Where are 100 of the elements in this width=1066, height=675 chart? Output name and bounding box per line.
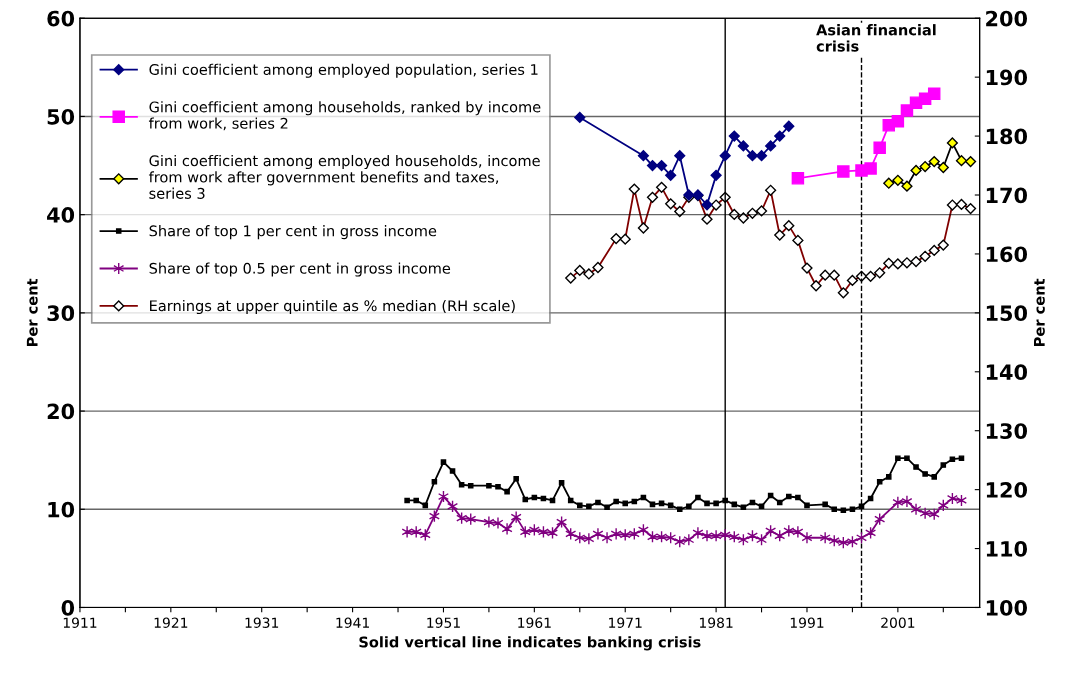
y2-tick-label: 160 <box>986 246 1028 263</box>
point <box>458 481 465 488</box>
point <box>919 506 931 520</box>
point <box>883 177 895 189</box>
point <box>728 130 740 142</box>
point <box>495 483 501 490</box>
point <box>931 474 937 480</box>
legend-label: Gini coefficient among employed households, income from work after government benefits and taxes, series 3 <box>148 154 540 199</box>
y2-tick-label: 130 <box>986 423 1028 439</box>
point <box>913 464 919 470</box>
point <box>822 501 828 508</box>
point <box>674 150 686 162</box>
point <box>719 150 731 162</box>
ref-line-label: Asian financial crisis <box>816 24 936 52</box>
point <box>791 172 805 185</box>
point <box>786 493 792 500</box>
point <box>792 525 804 539</box>
point <box>801 531 813 545</box>
point <box>783 120 795 132</box>
y2-tick-label: 170 <box>986 187 1028 204</box>
point <box>710 529 722 543</box>
point <box>604 504 610 511</box>
point <box>440 459 447 465</box>
point <box>501 522 513 536</box>
legend-label: Gini coefficient among households, ranked by income from work, series 2 <box>148 101 541 131</box>
point <box>574 111 586 124</box>
x-axis-title: Solid vertical line indicates banking crisis <box>359 636 701 651</box>
y-tick-label: 30 <box>47 305 75 322</box>
point <box>637 150 650 162</box>
point <box>613 498 619 505</box>
point <box>719 528 731 542</box>
x-tick-label: 1981 <box>699 617 733 628</box>
point <box>928 156 940 168</box>
point <box>831 506 838 513</box>
legend-label: Earnings at upper quintile as % median (RH scale) <box>150 299 515 315</box>
point <box>449 468 456 474</box>
x-tick-label: 2001 <box>881 617 915 628</box>
point <box>765 140 777 152</box>
y2-tick-label: 120 <box>986 482 1028 498</box>
point <box>704 500 710 507</box>
y2-axis-title: Per cent <box>1034 278 1045 346</box>
point <box>676 506 683 513</box>
point <box>949 456 956 462</box>
point <box>927 87 941 101</box>
point <box>601 531 613 545</box>
y2-tick-label: 140 <box>986 364 1028 380</box>
point <box>404 497 410 504</box>
point <box>864 162 877 175</box>
point <box>686 503 692 510</box>
point <box>483 515 495 529</box>
point <box>710 169 722 181</box>
x-tick-label: 1951 <box>427 617 460 628</box>
point <box>486 482 492 489</box>
point <box>774 130 786 142</box>
y-tick-label: 50 <box>47 108 75 125</box>
point <box>819 531 831 545</box>
point <box>885 474 892 480</box>
point <box>595 499 601 506</box>
point <box>522 496 529 503</box>
point <box>692 526 704 540</box>
point <box>683 533 695 546</box>
point <box>891 115 905 128</box>
point <box>892 496 904 509</box>
point <box>413 497 419 504</box>
legend-label: Share of top 0.5 per cent in gross income <box>149 262 451 277</box>
point <box>964 156 977 168</box>
point <box>804 502 810 509</box>
point <box>610 527 622 541</box>
point <box>910 503 922 516</box>
point <box>577 502 583 509</box>
point <box>695 494 701 501</box>
point <box>622 500 629 507</box>
y-axis-title: Per cent <box>26 278 38 346</box>
point <box>873 141 886 155</box>
x-tick-label: 1941 <box>336 617 369 628</box>
point <box>513 476 519 482</box>
point <box>504 488 510 495</box>
point <box>946 137 958 149</box>
point <box>895 455 901 461</box>
x-tick-label: 1971 <box>609 617 642 628</box>
point <box>901 495 913 508</box>
point <box>722 497 728 504</box>
y-tick-label: 20 <box>47 403 75 420</box>
point <box>592 527 604 541</box>
y2-tick-label: 110 <box>986 541 1028 557</box>
legend-label: Gini coefficient among employed population, series 1 <box>149 63 538 78</box>
point <box>919 160 931 173</box>
point <box>431 479 438 485</box>
point <box>922 471 928 477</box>
point <box>955 155 968 167</box>
point <box>701 199 713 211</box>
point <box>558 479 565 486</box>
point <box>665 169 677 181</box>
point <box>876 479 883 485</box>
point <box>937 161 949 174</box>
point <box>492 516 504 530</box>
x-tick-label: 1991 <box>790 617 824 628</box>
x-tick-label: 1961 <box>518 617 551 628</box>
y-tick-label: 10 <box>48 501 75 518</box>
point <box>467 482 474 489</box>
